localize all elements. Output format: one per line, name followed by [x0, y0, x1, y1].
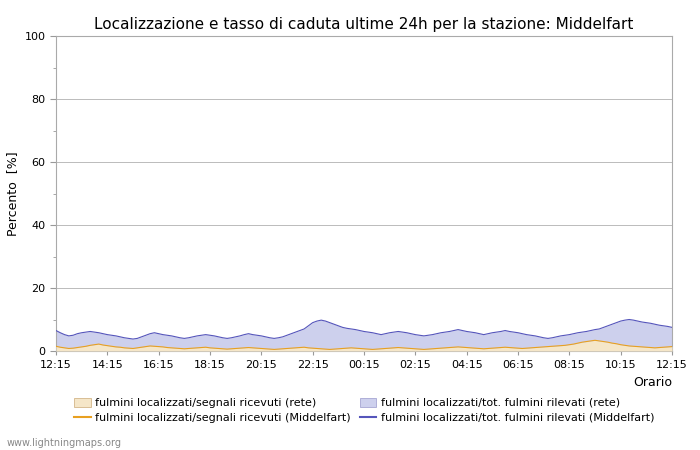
Title: Localizzazione e tasso di caduta ultime 24h per la stazione: Middelfart: Localizzazione e tasso di caduta ultime …: [94, 17, 634, 32]
Legend: fulmini localizzati/segnali ricevuti (rete), fulmini localizzati/segnali ricevut: fulmini localizzati/segnali ricevuti (re…: [74, 397, 654, 423]
Text: Orario: Orario: [633, 376, 672, 389]
Text: www.lightningmaps.org: www.lightningmaps.org: [7, 438, 122, 448]
Y-axis label: Percento  [%]: Percento [%]: [6, 151, 19, 236]
